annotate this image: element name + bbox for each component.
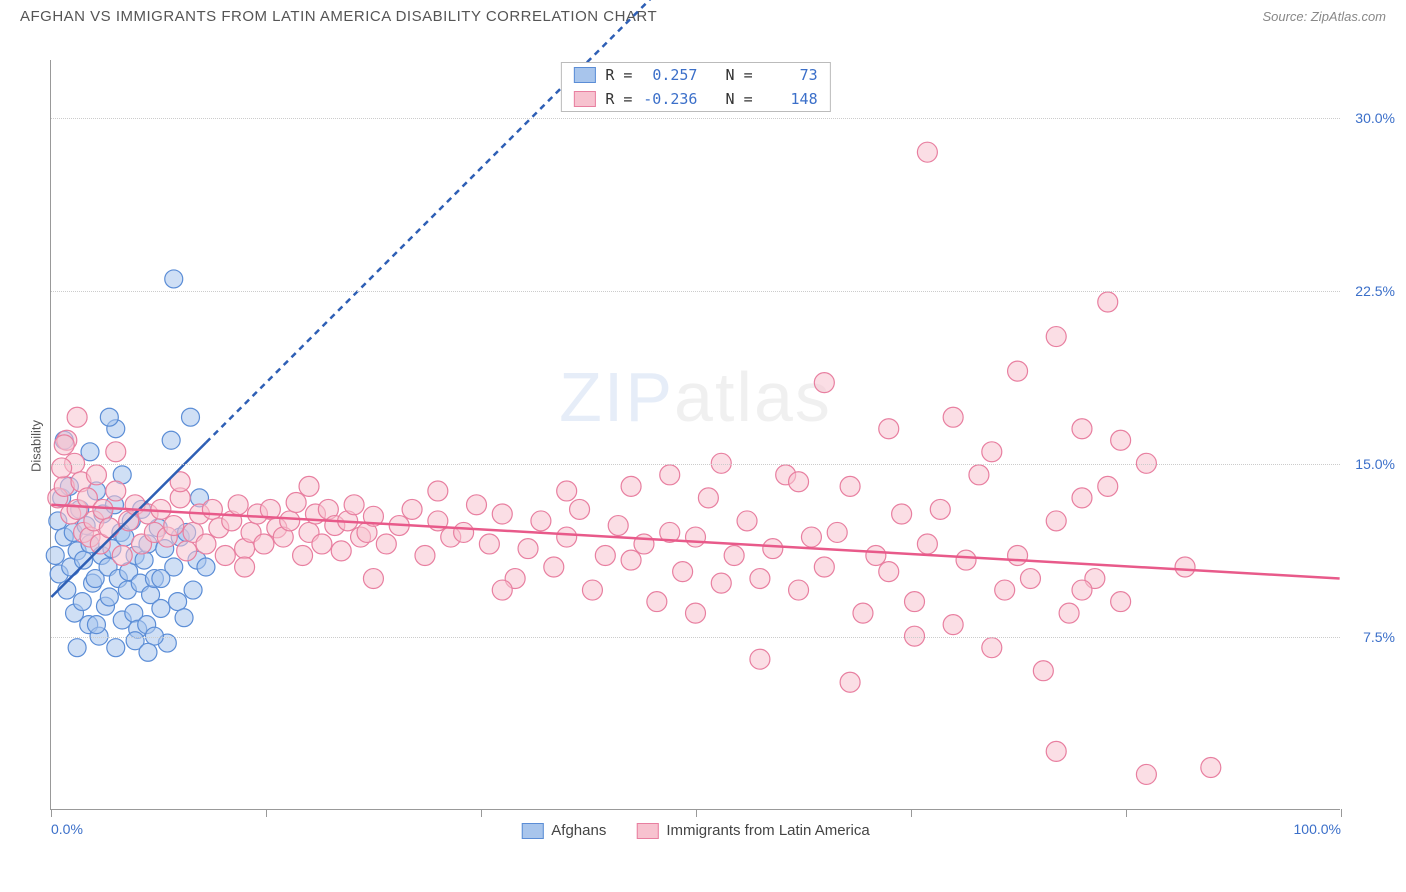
y-axis-label: Disability — [29, 420, 44, 472]
scatter-plot-svg — [51, 60, 1340, 809]
x-tick-label: 100.0% — [1294, 821, 1341, 837]
source-attribution: Source: ZipAtlas.com — [1262, 9, 1386, 24]
n-value-1: 73 — [763, 66, 818, 84]
legend-label-1: Afghans — [551, 822, 606, 839]
r-value-2: -0.236 — [642, 90, 697, 108]
legend-item-latin: Immigrants from Latin America — [636, 822, 869, 839]
y-tick-label: 15.0% — [1355, 456, 1395, 472]
legend-row-series-2: R = -0.236 N = 148 — [561, 87, 829, 111]
legend-swatch-2 — [573, 91, 595, 107]
legend-row-series-1: R = 0.257 N = 73 — [561, 63, 829, 87]
y-tick-label: 22.5% — [1355, 283, 1395, 299]
chart-plot-area: ZIPatlas R = 0.257 N = 73 R = -0.236 N =… — [50, 60, 1340, 810]
legend-label-2: Immigrants from Latin America — [666, 822, 869, 839]
x-tick-label: 0.0% — [51, 821, 83, 837]
legend-item-afghans: Afghans — [521, 822, 606, 839]
n-value-2: 148 — [763, 90, 818, 108]
y-tick-label: 30.0% — [1355, 110, 1395, 126]
legend-swatch-latin — [636, 823, 658, 839]
r-value-1: 0.257 — [642, 66, 697, 84]
correlation-legend: R = 0.257 N = 73 R = -0.236 N = 148 — [560, 62, 830, 112]
legend-swatch-1 — [573, 67, 595, 83]
chart-header: AFGHAN VS IMMIGRANTS FROM LATIN AMERICA … — [0, 0, 1406, 29]
legend-swatch-afghans — [521, 823, 543, 839]
series-legend: Afghans Immigrants from Latin America — [521, 822, 869, 839]
y-tick-label: 7.5% — [1363, 629, 1395, 645]
chart-title: AFGHAN VS IMMIGRANTS FROM LATIN AMERICA … — [20, 8, 657, 25]
